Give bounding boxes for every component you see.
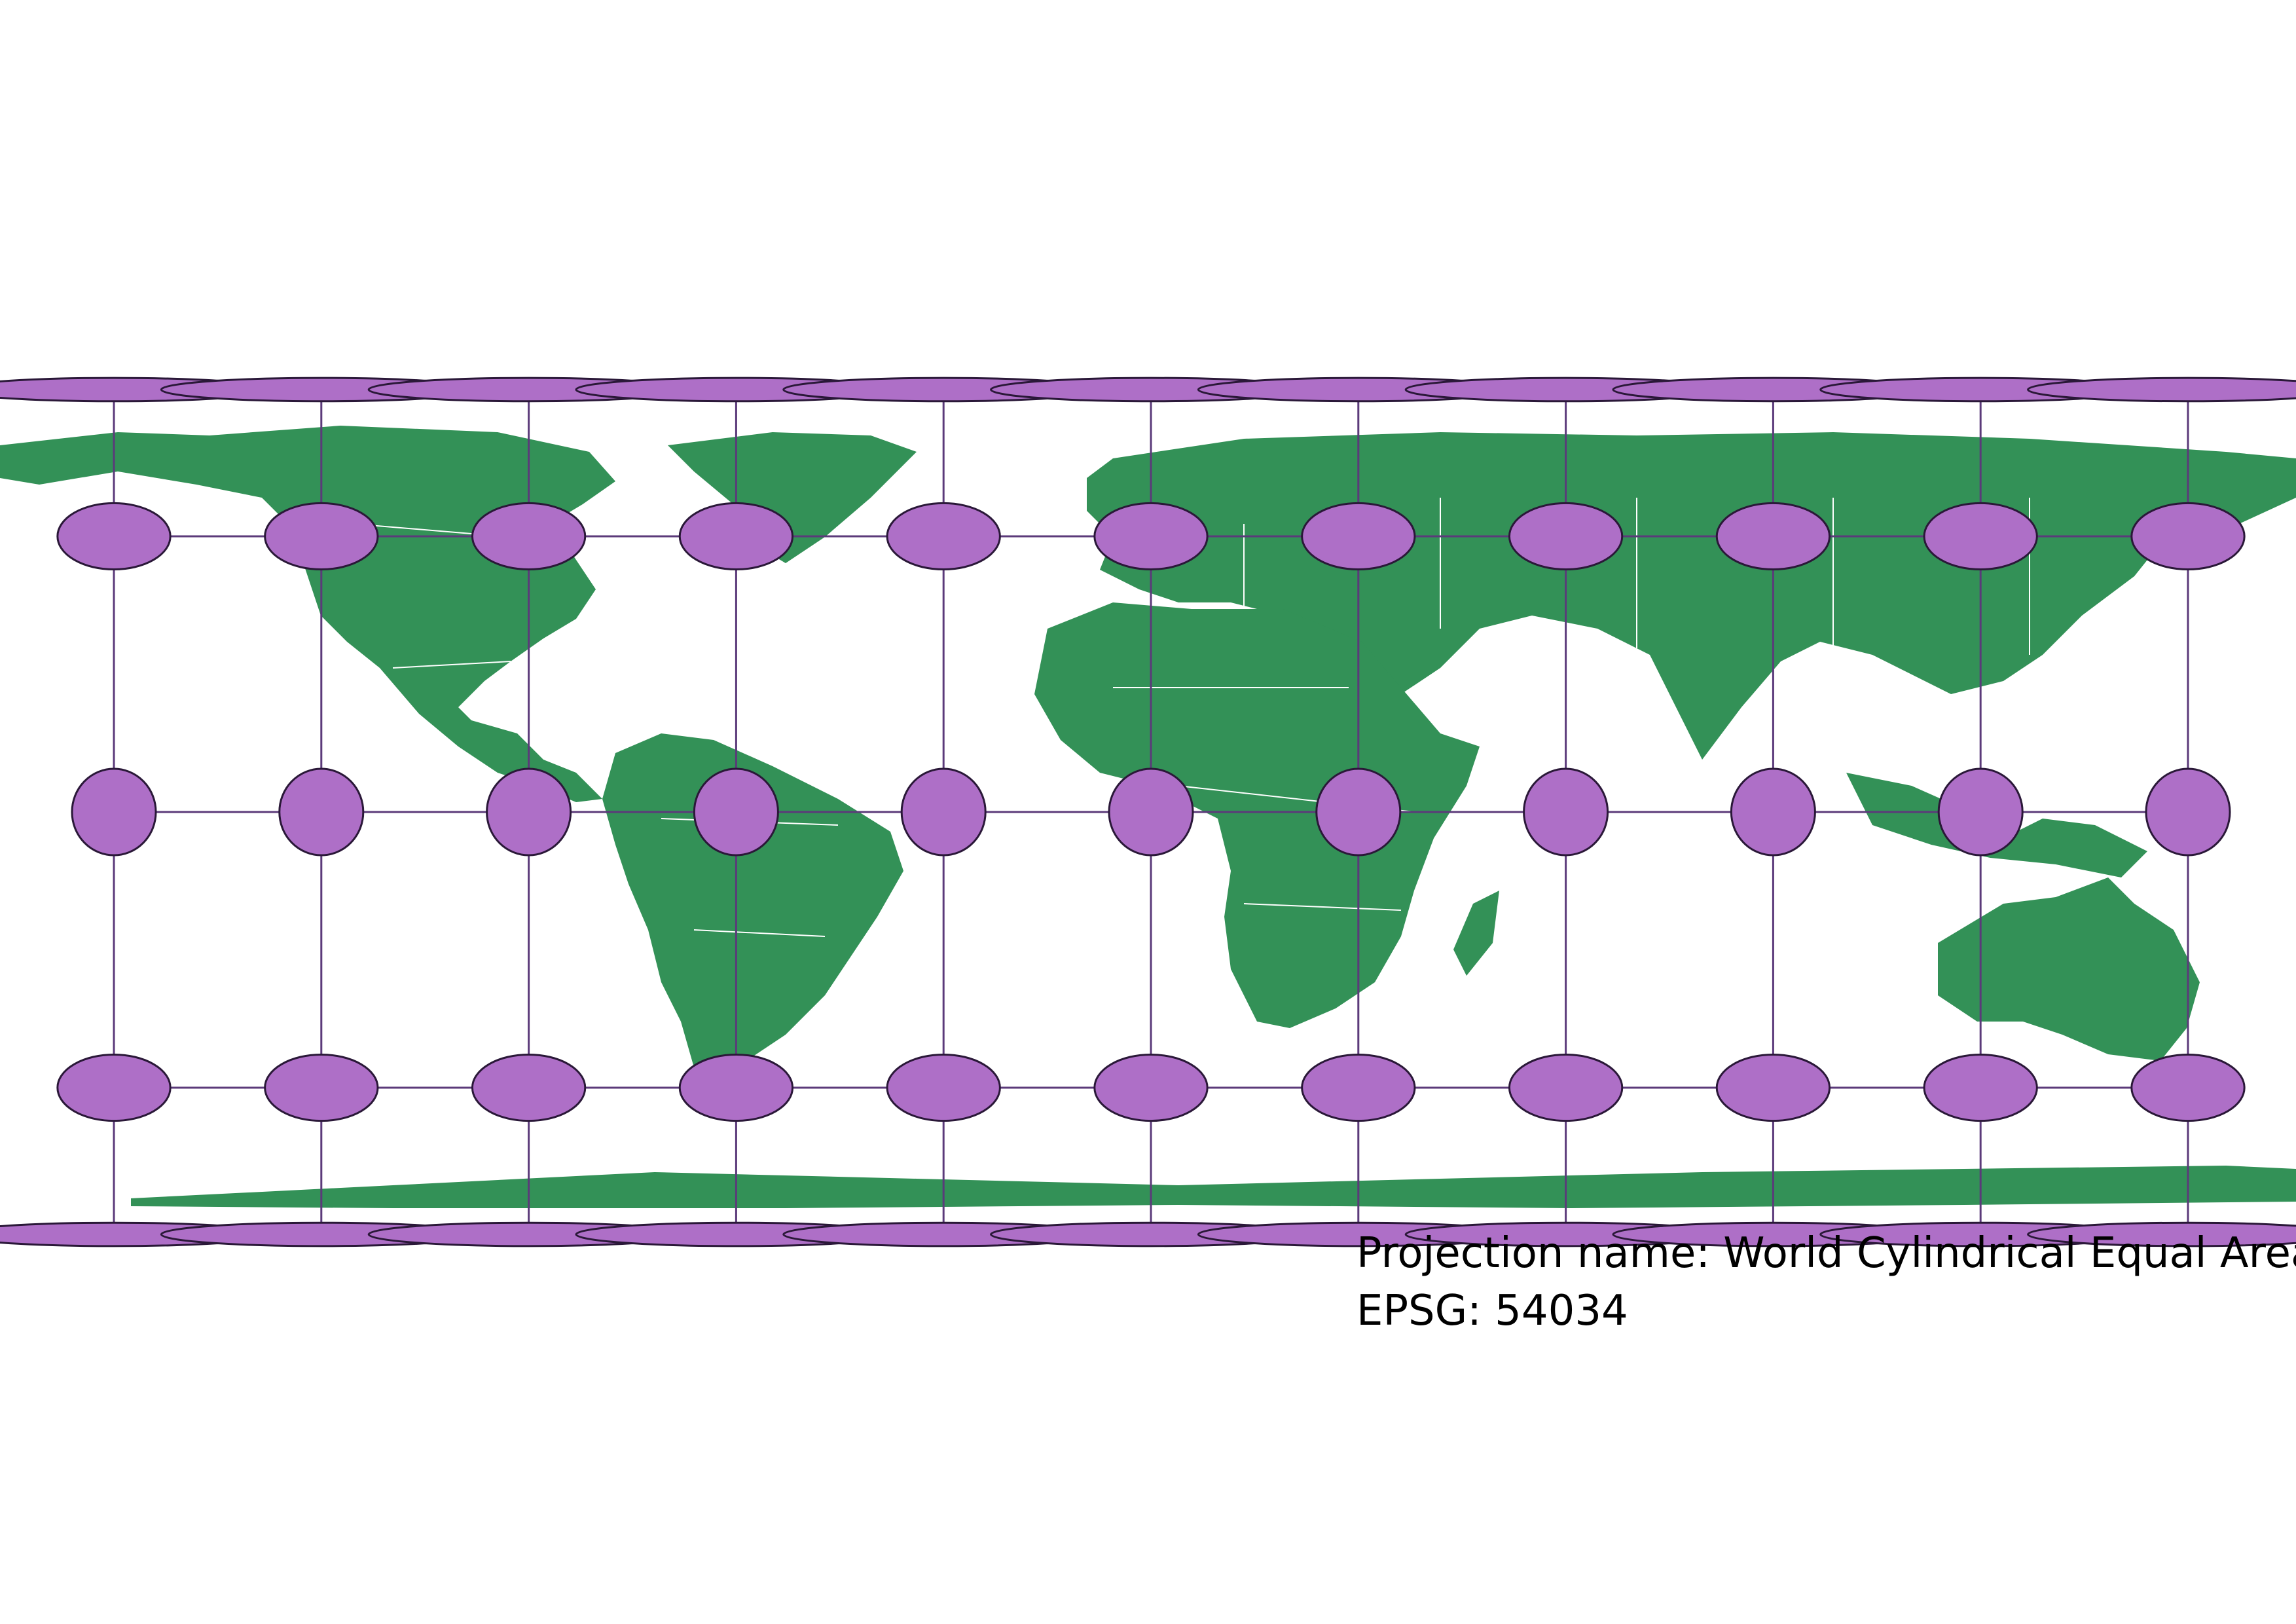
continent-australia xyxy=(1938,877,2200,1061)
tissot-ellipse xyxy=(2027,377,2296,403)
tissot-ellipse xyxy=(1108,767,1194,857)
tissot-ellipse xyxy=(56,1053,172,1122)
tissot-ellipse xyxy=(1301,1053,1416,1122)
country-border-line xyxy=(693,929,826,937)
tissot-ellipse xyxy=(2130,502,2246,571)
tissot-ellipse xyxy=(264,1053,379,1122)
continent-madagascar xyxy=(1453,891,1499,976)
map-caption: Projection name: World Cylindrical Equal… xyxy=(1357,1225,2296,1340)
projection-name-label: Projection name: World Cylindrical Equal… xyxy=(1357,1229,2296,1278)
tissot-ellipse xyxy=(71,767,157,857)
tissot-ellipse xyxy=(471,502,587,571)
continent-greenland xyxy=(668,432,917,563)
continent-antarctica xyxy=(131,1166,2296,1208)
tissot-ellipse xyxy=(1923,502,2038,571)
tissot-ellipse xyxy=(2130,1053,2246,1122)
tissot-ellipse xyxy=(471,1053,587,1122)
tissot-ellipse xyxy=(678,502,794,571)
tissot-ellipse xyxy=(1301,502,1416,571)
tissot-ellipse xyxy=(886,1053,1001,1122)
tissot-ellipse xyxy=(1508,1053,1624,1122)
tissot-ellipse xyxy=(900,767,987,857)
tissot-ellipse xyxy=(1715,502,1831,571)
country-border-line xyxy=(392,661,511,669)
tissot-ellipse xyxy=(278,767,365,857)
tissot-ellipse xyxy=(1508,502,1624,571)
tissot-ellipse xyxy=(56,502,172,571)
epsg-label: EPSG: 54034 xyxy=(1357,1287,1628,1335)
tissot-ellipse xyxy=(2145,767,2231,857)
tissot-ellipse xyxy=(693,767,779,857)
continent-north-america xyxy=(0,426,615,802)
tissot-ellipse xyxy=(1730,767,1816,857)
tissot-ellipse xyxy=(1715,1053,1831,1122)
tissot-ellipse xyxy=(1315,767,1402,857)
tissot-ellipse xyxy=(1923,1053,2038,1122)
country-border-line xyxy=(1243,903,1402,911)
continent-africa xyxy=(1034,602,1480,1028)
tissot-indicatrix-layer xyxy=(0,377,2296,1247)
tissot-ellipse xyxy=(486,767,572,857)
tissot-ellipse xyxy=(1937,767,2024,857)
continent-southeast-asia-islands xyxy=(1846,773,2147,877)
tissot-ellipse xyxy=(1093,1053,1209,1122)
tissot-ellipse xyxy=(1093,502,1209,571)
tissot-ellipse xyxy=(1523,767,1609,857)
tissot-ellipse xyxy=(886,502,1001,571)
tissot-ellipse xyxy=(678,1053,794,1122)
tissot-ellipse xyxy=(264,502,379,571)
tissot-ellipse xyxy=(2027,1221,2296,1247)
